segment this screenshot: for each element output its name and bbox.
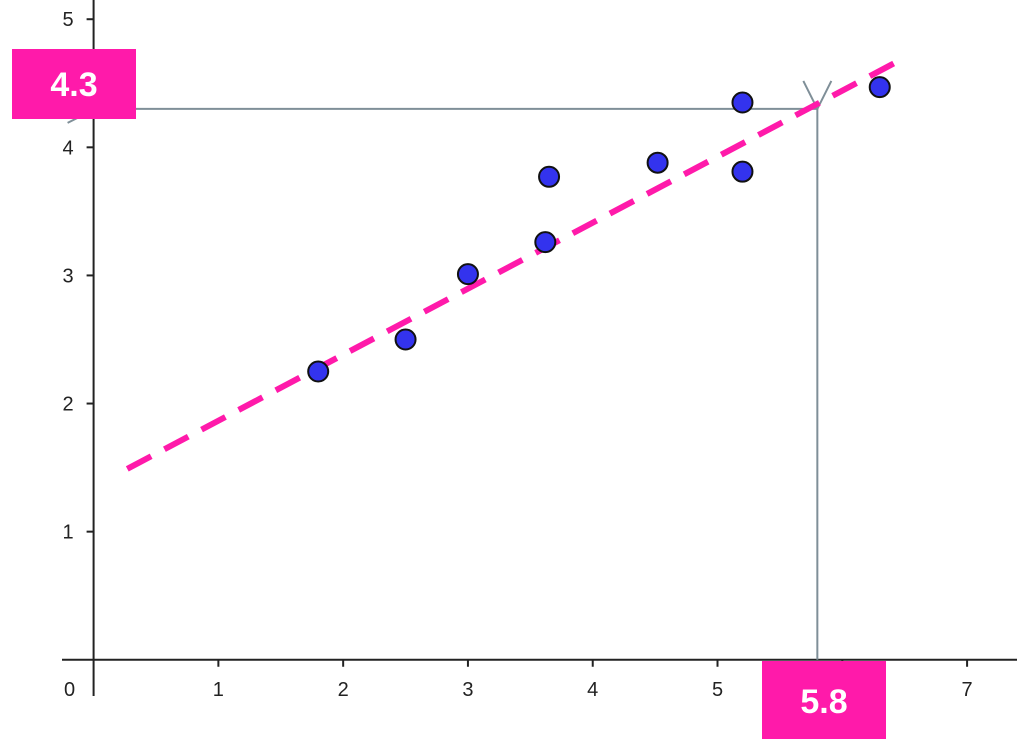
x-tick-label-4: 4 [587, 679, 598, 701]
data-point-8 [731, 160, 754, 183]
x-tick-label-2: 2 [338, 679, 349, 701]
data-point-4 [534, 231, 557, 254]
reading-guides [96, 109, 818, 660]
data-point-3 [456, 263, 479, 286]
x-tick-label-7: 7 [962, 679, 973, 701]
data-point-1 [307, 360, 330, 383]
y-tick-label-3: 3 [62, 265, 73, 287]
data-point-2 [394, 328, 417, 351]
y-tick-label-2: 2 [62, 394, 73, 416]
y-value-label: 4.3 [50, 66, 97, 104]
y-value-badge [12, 49, 136, 119]
y-tick-label-4: 4 [62, 137, 73, 159]
value-badges: 4.3 5.8 [12, 49, 886, 739]
trend-line [125, 54, 907, 472]
data-point-7 [731, 91, 754, 114]
x-value-badge [762, 661, 886, 739]
y-tick-label-1: 1 [62, 522, 73, 544]
axes [62, 0, 1017, 696]
data-point-9 [868, 76, 891, 99]
x-tick-label-3: 3 [462, 679, 473, 701]
data-point-6 [646, 151, 669, 174]
data-points [307, 76, 891, 383]
x-value-label: 5.8 [800, 683, 847, 721]
trend-line-group [125, 54, 907, 472]
x-tick-label-5: 5 [712, 679, 723, 701]
axis-ticks: 0123456712345 [62, 9, 972, 701]
y-tick-label-5: 5 [62, 9, 73, 31]
data-point-5 [538, 165, 561, 188]
x-tick-label-1: 1 [213, 679, 224, 701]
x-tick-label-0: 0 [64, 679, 75, 701]
